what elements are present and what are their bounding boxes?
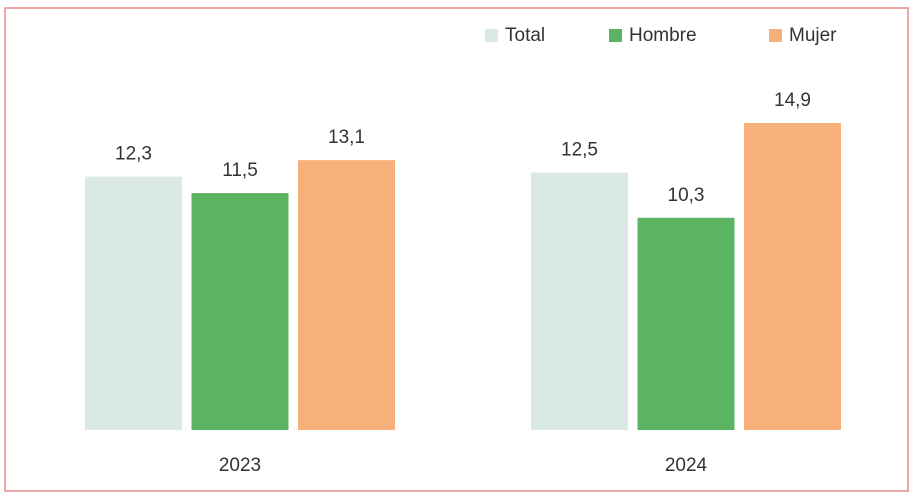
bar [298,160,395,430]
x-tick-label: 2023 [219,455,261,476]
legend-label: Mujer [789,25,837,46]
value-label: 11,5 [222,160,258,181]
value-label: 13,1 [328,127,365,148]
bar [637,217,735,430]
legend-label: Total [505,25,545,46]
bar [85,176,182,430]
value-label: 12,3 [115,144,152,165]
bar [191,193,289,430]
legend-swatch [485,29,498,42]
value-label: 12,5 [561,140,598,161]
legend-swatch [769,29,782,42]
value-label: 14,9 [774,90,811,111]
value-label: 10,3 [668,185,705,206]
bar [531,172,628,430]
legend-label: Hombre [629,25,697,46]
x-tick-label: 2024 [665,455,708,476]
bar [744,123,841,430]
legend-swatch [609,29,622,42]
